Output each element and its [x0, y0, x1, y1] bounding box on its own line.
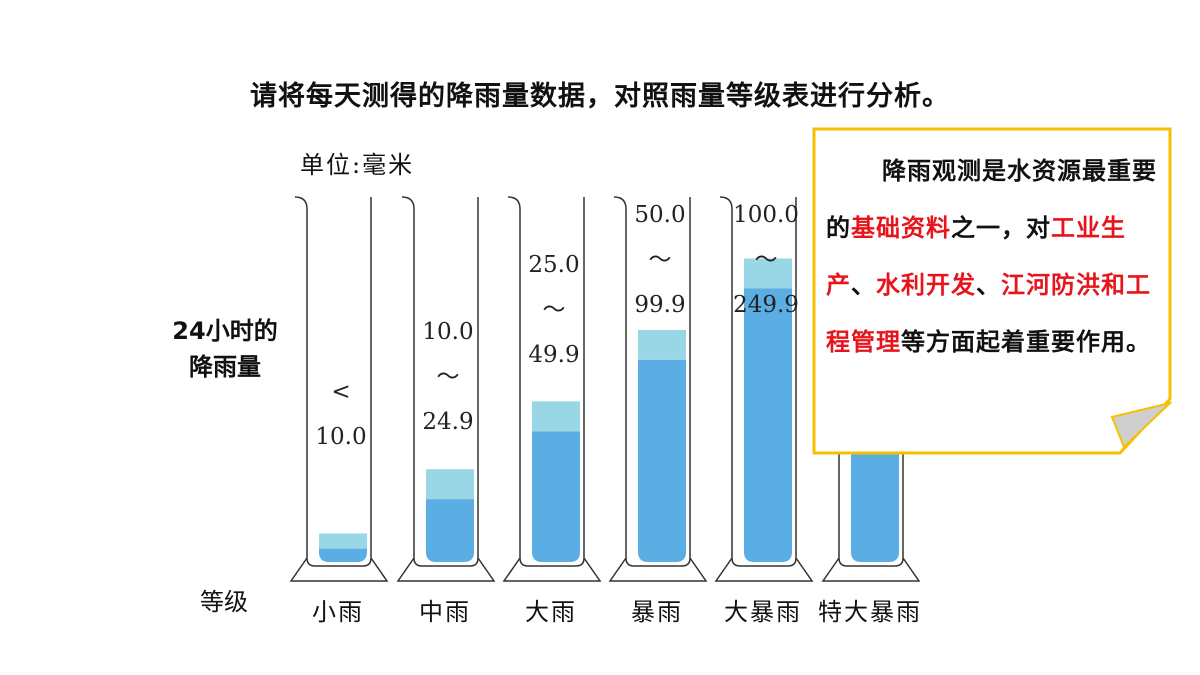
range-label-3: 25.0 ～ 49.9	[504, 243, 604, 378]
range-label-2: 10.0 ～ 24.9	[398, 310, 498, 445]
cylinder-base-5	[714, 557, 814, 582]
range-line: 24.9	[422, 409, 474, 435]
range-line: 100.0	[733, 202, 799, 228]
water-fill-5	[744, 288, 792, 562]
rainfall-row-label-line1: 24小时的	[172, 317, 278, 345]
water-surface-1	[319, 533, 367, 549]
note-highlight-industry: 工业生产	[826, 213, 1126, 299]
water-fill-4	[638, 359, 686, 562]
note-text-part3: 等方面起着重要作用。	[901, 327, 1151, 356]
cylinder-tube-4	[613, 196, 691, 567]
range-label-1: <10.0	[291, 370, 391, 460]
grade-label-5: 大暴雨	[724, 598, 802, 626]
water-fill-3	[532, 431, 580, 562]
note-callout-box	[812, 127, 1172, 455]
note-text-part1: 降雨观测是水资源最重要的	[826, 156, 1157, 242]
note-text-part2: 之一，对	[951, 213, 1051, 242]
rainfall-row-label-line2: 降雨量	[189, 353, 261, 381]
note-highlight-flood-control: 江河防洪和工程管理	[826, 270, 1151, 356]
grade-label-3: 大雨	[525, 598, 577, 626]
grade-label-4: 暴雨	[631, 598, 683, 626]
range-line: ～	[754, 247, 778, 273]
range-line: 50.0	[634, 202, 686, 228]
cylinder-tube-5	[719, 196, 797, 567]
grade-label-1: 小雨	[312, 598, 364, 626]
note-highlight-water-conservancy: 水利开发	[876, 270, 976, 299]
range-line: 49.9	[528, 342, 580, 368]
cylinder-5	[714, 196, 814, 582]
range-line: 10.0	[315, 424, 367, 450]
range-label-4: 50.0 ～ 99.9	[610, 193, 710, 328]
range-line: 99.9	[634, 292, 686, 318]
water-fill-2	[426, 499, 474, 562]
range-line: 10.0	[422, 319, 474, 345]
page-title: 请将每天测得的降雨量数据，对照雨量等级表进行分析。	[250, 81, 950, 112]
cylinder-tube-2	[401, 196, 479, 567]
range-line: ～	[436, 364, 460, 390]
range-line: ～	[648, 247, 672, 273]
grade-row-label: 等级	[200, 588, 248, 616]
note-highlight-basic-data: 基础资料	[851, 213, 951, 242]
range-line: 249.9	[733, 292, 799, 318]
range-line: <	[331, 379, 351, 405]
water-surface-3	[532, 401, 580, 432]
range-line: ～	[542, 297, 566, 323]
range-line: 25.0	[528, 252, 580, 278]
cylinder-2	[396, 196, 496, 582]
cylinder-4	[608, 196, 708, 582]
cylinder-3	[502, 196, 602, 582]
range-label-5: 100.0 ～ 249.9	[716, 193, 816, 328]
grade-label-6: 特大暴雨	[818, 598, 922, 626]
cylinder-base-3	[502, 557, 602, 582]
cylinder-base-6	[821, 557, 921, 582]
cylinder-base-2	[396, 557, 496, 582]
cylinder-tube-1	[294, 196, 372, 567]
cylinder-base-4	[608, 557, 708, 582]
water-surface-5	[744, 258, 792, 289]
water-surface-2	[426, 469, 474, 500]
water-fill-1	[319, 548, 367, 562]
water-surface-4	[638, 329, 686, 360]
note-text: 降雨观测是水资源最重要的基础资料之一，对工业生产、水利开发、江河防洪和工程管理等…	[826, 142, 1158, 370]
note-separator-1: 、	[851, 270, 876, 299]
note-separator-2: 、	[976, 270, 1001, 299]
cylinder-tube-3	[507, 196, 585, 567]
unit-label: 单位:毫米	[300, 151, 415, 179]
grade-label-2: 中雨	[419, 598, 471, 626]
cylinder-base-1	[289, 557, 389, 582]
cylinder-1	[289, 196, 389, 582]
